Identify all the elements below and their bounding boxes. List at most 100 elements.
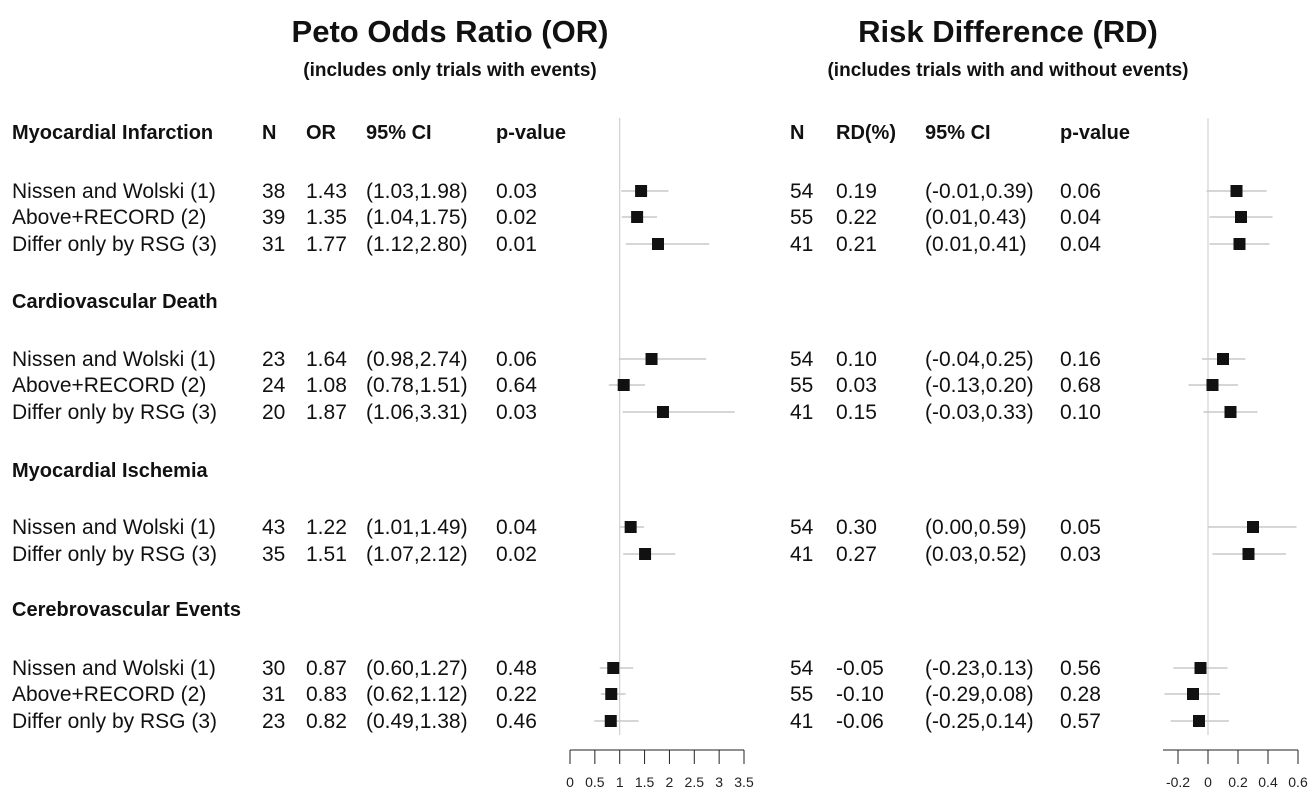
rd-x-tick-label: 0: [1204, 774, 1212, 790]
rd-x-tick-label: 0.4: [1258, 774, 1278, 790]
rd-p-value: 0.10: [1060, 401, 1101, 424]
study-label: Differ only by RSG (3): [12, 401, 218, 424]
or-estimate-marker: [624, 521, 637, 533]
rd-estimate-value: 0.03: [836, 374, 877, 397]
or-estimate-value: 1.87: [306, 401, 347, 424]
rd-p-value: 0.28: [1060, 683, 1101, 706]
or-n-value: 23: [262, 348, 286, 371]
rd-estimate-value: -0.05: [836, 657, 884, 680]
rd-col-header-ci: 95% CI: [925, 122, 991, 144]
or-estimate-value: 1.35: [306, 206, 347, 229]
rd-estimate-value: 0.21: [836, 233, 877, 256]
rd-estimate-marker: [1194, 662, 1207, 674]
or-estimate-marker: [639, 548, 652, 560]
rd-x-tick-label: 0.6: [1288, 774, 1308, 790]
or-p-value: 0.03: [496, 401, 537, 424]
or-x-tick-label: 0.5: [585, 774, 605, 790]
study-label: Above+RECORD (2): [12, 374, 207, 397]
study-label: Nissen and Wolski (1): [12, 180, 216, 203]
rd-estimate-marker: [1230, 185, 1243, 197]
rd-estimate-marker: [1242, 548, 1255, 560]
rd-p-value: 0.04: [1060, 233, 1101, 256]
or-n-value: 20: [262, 401, 286, 424]
or-col-header-ci: 95% CI: [366, 122, 432, 144]
rd-p-value: 0.57: [1060, 710, 1101, 733]
rd-p-value: 0.04: [1060, 206, 1101, 229]
or-n-value: 31: [262, 233, 286, 256]
rd-x-tick-label: 0.2: [1228, 774, 1248, 790]
rd-n-value: 55: [790, 683, 814, 706]
study-label: Nissen and Wolski (1): [12, 657, 216, 680]
rd-n-value: 55: [790, 374, 814, 397]
or-estimate-marker: [607, 662, 620, 674]
or-estimate-marker: [605, 688, 618, 700]
study-label: Above+RECORD (2): [12, 683, 207, 706]
or-col-header-p: p-value: [496, 122, 567, 144]
or-n-value: 30: [262, 657, 286, 680]
rd-col-header-n: N: [790, 122, 805, 144]
or-p-value: 0.04: [496, 516, 537, 539]
or-estimate-marker: [604, 715, 617, 727]
rd-estimate-marker: [1206, 379, 1219, 391]
group-header: Cerebrovascular Events: [12, 599, 242, 621]
or-estimate-marker: [617, 379, 630, 391]
or-ci-value: (1.12,2.80): [366, 233, 468, 256]
rd-panel-title: Risk Difference (RD): [858, 14, 1158, 49]
or-n-value: 31: [262, 683, 286, 706]
or-p-value: 0.02: [496, 206, 537, 229]
rd-estimate-marker: [1187, 688, 1199, 700]
rd-estimate-value: -0.10: [836, 683, 884, 706]
or-x-tick-label: 1: [616, 774, 624, 790]
or-n-value: 38: [262, 180, 286, 203]
study-label: Nissen and Wolski (1): [12, 348, 216, 371]
or-n-value: 39: [262, 206, 286, 229]
study-label: Differ only by RSG (3): [12, 710, 218, 733]
rd-p-value: 0.03: [1060, 543, 1101, 566]
rd-estimate-marker: [1235, 211, 1247, 223]
or-estimate-value: 1.64: [306, 348, 347, 371]
study-label: Differ only by RSG (3): [12, 543, 218, 566]
or-x-tick-label: 2: [666, 774, 674, 790]
rd-n-value: 41: [790, 710, 814, 733]
or-panel-subtitle: (includes only trials with events): [303, 60, 597, 81]
or-estimate-value: 1.22: [306, 516, 347, 539]
rd-p-value: 0.68: [1060, 374, 1101, 397]
or-n-value: 35: [262, 543, 286, 566]
rd-estimate-marker: [1247, 521, 1259, 533]
rd-estimate-marker: [1217, 353, 1229, 365]
rd-p-value: 0.05: [1060, 516, 1101, 539]
rd-p-value: 0.56: [1060, 657, 1101, 680]
rd-estimate-value: 0.22: [836, 206, 877, 229]
rd-estimate-marker: [1224, 406, 1237, 418]
group-header: Cardiovascular Death: [12, 291, 218, 313]
rd-estimate-value: 0.27: [836, 543, 877, 566]
rd-estimate-value: 0.10: [836, 348, 877, 371]
or-col-header-n: N: [262, 122, 277, 144]
or-x-tick-label: 3: [715, 774, 723, 790]
rd-estimate-marker: [1233, 238, 1246, 250]
rd-ci-value: (-0.04,0.25): [925, 348, 1034, 371]
or-p-value: 0.48: [496, 657, 537, 680]
rd-col-header-rd: RD(%): [836, 122, 896, 144]
rd-ci-value: (-0.01,0.39): [925, 180, 1034, 203]
rd-estimate-value: -0.06: [836, 710, 884, 733]
or-estimate-marker: [656, 406, 669, 418]
or-ci-value: (0.62,1.12): [366, 683, 468, 706]
rd-ci-value: (-0.25,0.14): [925, 710, 1034, 733]
or-estimate-marker: [635, 185, 648, 197]
group-header: Myocardial Infarction: [12, 122, 214, 144]
or-estimate-marker: [651, 238, 664, 250]
rd-ci-value: (0.03,0.52): [925, 543, 1027, 566]
or-ci-value: (0.78,1.51): [366, 374, 468, 397]
or-p-value: 0.01: [496, 233, 537, 256]
or-n-value: 23: [262, 710, 286, 733]
or-p-value: 0.06: [496, 348, 537, 371]
or-ci-value: (1.01,1.49): [366, 516, 468, 539]
or-p-value: 0.22: [496, 683, 537, 706]
or-x-tick-label: 1.5: [635, 774, 655, 790]
study-label: Above+RECORD (2): [12, 206, 207, 229]
rd-n-value: 54: [790, 348, 814, 371]
or-panel-title: Peto Odds Ratio (OR): [291, 14, 609, 49]
or-ci-value: (1.04,1.75): [366, 206, 468, 229]
rd-n-value: 41: [790, 401, 814, 424]
